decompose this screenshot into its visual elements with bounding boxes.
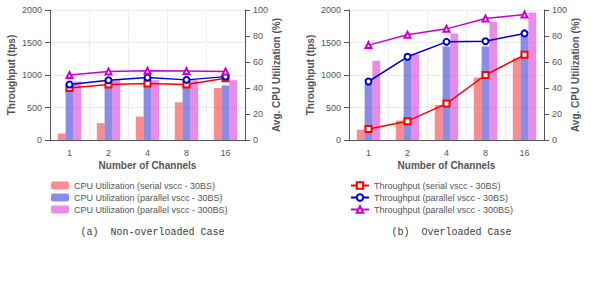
svg-text:Throughput (parallel vscc - 30: Throughput (parallel vscc - 30BS) (374, 193, 508, 203)
svg-text:CPU Utilization (serial vscc -: CPU Utilization (serial vscc - 30BS) (74, 181, 215, 191)
svg-text:4: 4 (145, 148, 150, 158)
svg-text:16: 16 (519, 148, 529, 158)
svg-text:Avg. CPU Utilization (%): Avg. CPU Utilization (%) (570, 18, 581, 132)
svg-text:60: 60 (253, 57, 263, 67)
svg-text:1500: 1500 (321, 38, 341, 48)
svg-text:0: 0 (253, 135, 258, 145)
svg-text:20: 20 (253, 109, 263, 119)
svg-text:Throughput (tps): Throughput (tps) (305, 35, 316, 116)
svg-text:4: 4 (444, 148, 449, 158)
svg-text:2: 2 (405, 148, 410, 158)
svg-text:Number of Channels: Number of Channels (99, 160, 197, 171)
svg-text:2: 2 (106, 148, 111, 158)
svg-text:8: 8 (184, 148, 189, 158)
svg-text:(b) Overloaded Case: (b) Overloaded Case (391, 227, 511, 238)
svg-text:40: 40 (253, 83, 263, 93)
svg-text:0: 0 (552, 135, 557, 145)
svg-text:0: 0 (336, 135, 341, 145)
svg-text:Throughput (serial vscc - 30BS: Throughput (serial vscc - 30BS) (374, 181, 501, 191)
svg-text:16: 16 (220, 148, 230, 158)
svg-text:100: 100 (253, 5, 268, 15)
svg-text:Number of Channels: Number of Channels (398, 160, 496, 171)
svg-text:80: 80 (253, 31, 263, 41)
svg-text:8: 8 (483, 148, 488, 158)
svg-text:500: 500 (27, 103, 42, 113)
svg-text:Throughput (parallel vscc - 30: Throughput (parallel vscc - 300BS) (374, 205, 513, 215)
svg-text:40: 40 (552, 83, 562, 93)
svg-text:Throughput (tps): Throughput (tps) (6, 35, 17, 116)
svg-text:20: 20 (552, 109, 562, 119)
svg-text:1: 1 (366, 148, 371, 158)
svg-text:CPU Utilization (parallel vscc: CPU Utilization (parallel vscc - 300BS) (74, 205, 228, 215)
svg-text:500: 500 (326, 103, 341, 113)
svg-text:0: 0 (37, 135, 42, 145)
svg-text:1000: 1000 (321, 70, 341, 80)
svg-text:60: 60 (552, 57, 562, 67)
svg-text:1: 1 (67, 148, 72, 158)
svg-text:1000: 1000 (22, 70, 42, 80)
svg-text:1500: 1500 (22, 38, 42, 48)
svg-text:(a) Non-overloaded Case: (a) Non-overloaded Case (80, 227, 224, 238)
svg-text:2000: 2000 (22, 5, 42, 15)
svg-text:CPU Utilization (parallel vscc: CPU Utilization (parallel vscc - 30BS) (74, 193, 223, 203)
svg-text:Avg. CPU Utilization (%): Avg. CPU Utilization (%) (271, 18, 282, 132)
svg-text:80: 80 (552, 31, 562, 41)
svg-text:2000: 2000 (321, 5, 341, 15)
svg-text:100: 100 (552, 5, 567, 15)
